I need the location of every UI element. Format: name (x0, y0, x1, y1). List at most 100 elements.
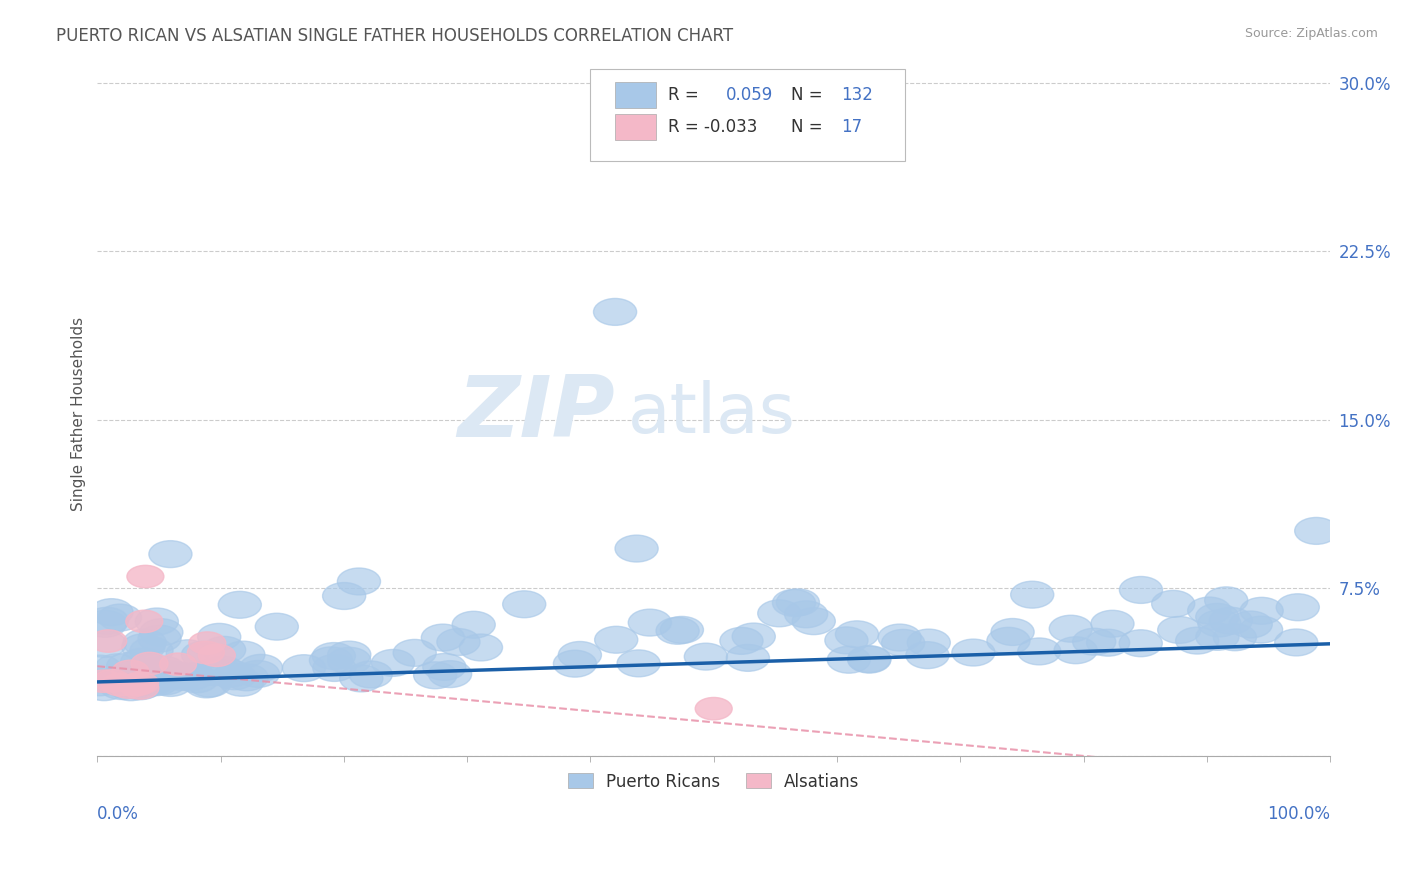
Ellipse shape (212, 663, 256, 690)
Ellipse shape (423, 654, 465, 681)
Ellipse shape (1213, 624, 1257, 651)
Ellipse shape (460, 634, 502, 661)
Ellipse shape (128, 668, 172, 695)
Ellipse shape (122, 634, 165, 661)
Ellipse shape (143, 668, 187, 695)
Ellipse shape (118, 673, 155, 696)
Ellipse shape (1277, 594, 1319, 621)
Ellipse shape (79, 655, 121, 682)
Ellipse shape (413, 662, 457, 689)
Ellipse shape (595, 626, 638, 653)
Ellipse shape (720, 627, 763, 655)
Ellipse shape (322, 582, 366, 609)
Ellipse shape (340, 665, 382, 692)
Ellipse shape (221, 669, 263, 697)
Ellipse shape (827, 647, 870, 673)
Y-axis label: Single Father Households: Single Father Households (72, 317, 86, 511)
Ellipse shape (453, 611, 495, 638)
Ellipse shape (166, 640, 209, 666)
Text: N =: N = (792, 119, 823, 136)
Ellipse shape (121, 648, 165, 675)
Ellipse shape (155, 662, 197, 689)
Ellipse shape (1275, 629, 1317, 656)
Ellipse shape (187, 641, 225, 664)
Ellipse shape (139, 619, 183, 646)
Ellipse shape (1152, 591, 1195, 617)
Ellipse shape (437, 629, 479, 656)
Ellipse shape (1188, 597, 1230, 624)
Ellipse shape (1229, 611, 1272, 638)
Ellipse shape (90, 599, 134, 625)
Text: R = -0.033: R = -0.033 (668, 119, 758, 136)
Text: ZIP: ZIP (457, 373, 614, 456)
Ellipse shape (83, 631, 127, 657)
Ellipse shape (283, 655, 325, 681)
Ellipse shape (198, 644, 235, 666)
Ellipse shape (695, 698, 733, 720)
Ellipse shape (661, 616, 703, 643)
Ellipse shape (138, 625, 181, 652)
Ellipse shape (1073, 628, 1116, 655)
Ellipse shape (593, 299, 637, 326)
Ellipse shape (100, 673, 142, 699)
Ellipse shape (371, 649, 415, 676)
Ellipse shape (131, 652, 167, 674)
Ellipse shape (136, 661, 180, 688)
Ellipse shape (1195, 603, 1239, 631)
Ellipse shape (127, 566, 165, 588)
Ellipse shape (1049, 615, 1092, 642)
Text: 0.0%: 0.0% (97, 805, 139, 823)
Ellipse shape (1240, 598, 1284, 624)
Ellipse shape (170, 663, 214, 690)
Ellipse shape (882, 630, 925, 657)
Ellipse shape (193, 658, 236, 685)
Ellipse shape (772, 590, 815, 616)
Ellipse shape (1087, 629, 1129, 657)
Ellipse shape (614, 535, 658, 562)
Ellipse shape (628, 609, 672, 636)
Ellipse shape (792, 607, 835, 634)
Ellipse shape (309, 647, 353, 673)
Ellipse shape (1119, 576, 1163, 603)
Ellipse shape (110, 676, 146, 698)
Ellipse shape (94, 670, 131, 692)
Ellipse shape (394, 640, 436, 666)
Ellipse shape (98, 604, 142, 631)
Ellipse shape (727, 644, 769, 672)
Ellipse shape (122, 672, 159, 695)
Ellipse shape (991, 618, 1035, 646)
Ellipse shape (1205, 587, 1247, 614)
Ellipse shape (905, 641, 949, 669)
Ellipse shape (149, 661, 191, 688)
Ellipse shape (1157, 616, 1201, 643)
Ellipse shape (328, 641, 371, 668)
Ellipse shape (135, 669, 179, 696)
Ellipse shape (86, 607, 128, 634)
Ellipse shape (218, 591, 262, 618)
Ellipse shape (101, 671, 145, 698)
Ellipse shape (184, 671, 228, 698)
Ellipse shape (201, 657, 245, 683)
Ellipse shape (758, 600, 801, 627)
Ellipse shape (1209, 607, 1253, 634)
Ellipse shape (110, 673, 152, 701)
Ellipse shape (349, 661, 392, 688)
Ellipse shape (160, 664, 202, 690)
Ellipse shape (112, 660, 149, 682)
Text: 132: 132 (841, 86, 873, 103)
Ellipse shape (776, 589, 820, 615)
Ellipse shape (685, 643, 727, 670)
Ellipse shape (907, 629, 950, 656)
Ellipse shape (107, 653, 150, 680)
Ellipse shape (209, 660, 252, 687)
Ellipse shape (952, 639, 995, 666)
Ellipse shape (1295, 517, 1339, 544)
Ellipse shape (128, 660, 172, 688)
Ellipse shape (225, 664, 269, 690)
Text: N =: N = (792, 86, 823, 103)
Ellipse shape (1240, 616, 1282, 643)
Text: 0.059: 0.059 (725, 86, 773, 103)
Ellipse shape (236, 660, 280, 688)
Ellipse shape (785, 601, 828, 628)
Ellipse shape (121, 672, 165, 698)
